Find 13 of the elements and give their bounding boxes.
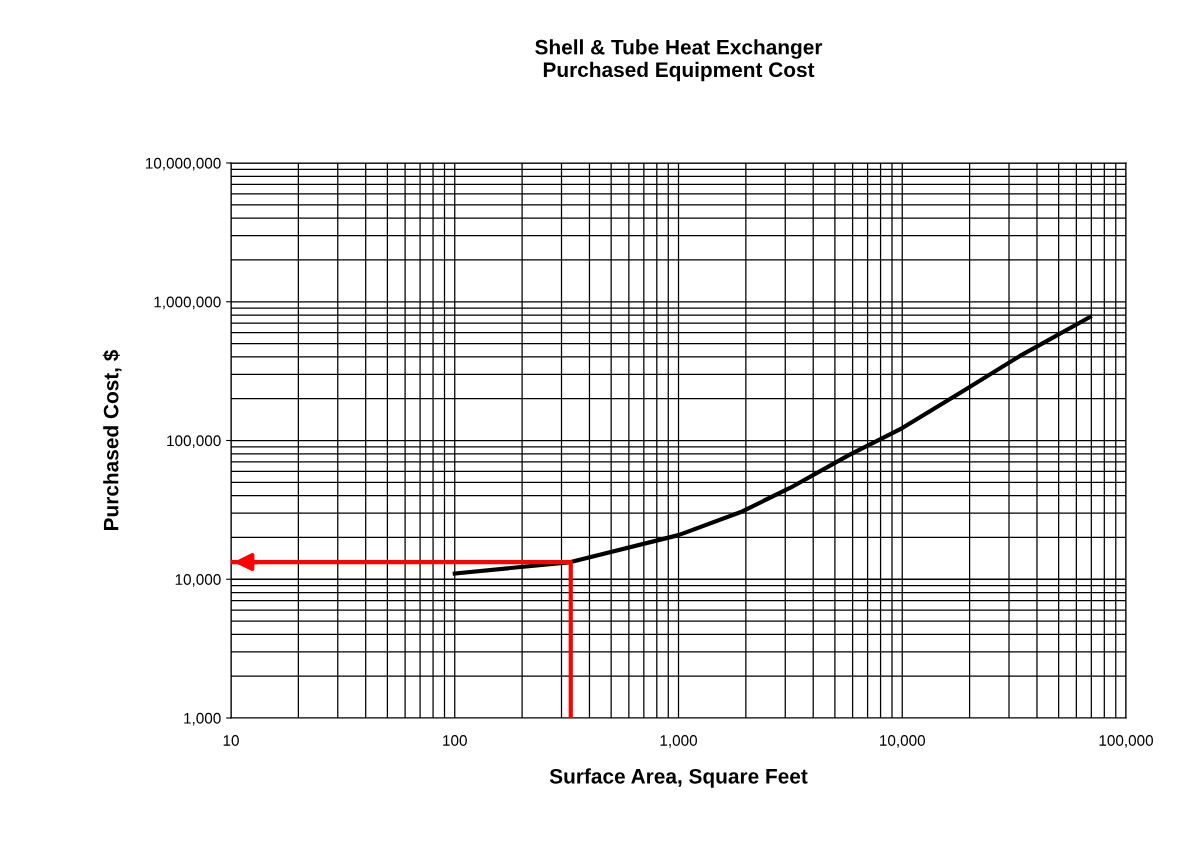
x-tick-label: 10,000 xyxy=(880,735,926,748)
x-tick-label: 100 xyxy=(443,735,467,746)
x-tick-label: 100,000 xyxy=(1099,735,1154,748)
y-tick-label: 1,000,000 xyxy=(154,296,221,310)
y-tick-label: 10,000 xyxy=(175,574,221,587)
x-axis-title: Surface Area, Square Feet xyxy=(549,768,808,788)
y-axis-title: Purchased Cost, $ xyxy=(102,349,122,530)
y-tick-label: 1,000 xyxy=(184,712,221,726)
x-tick-label: 1,000 xyxy=(660,735,698,748)
chart-title: Shell & Tube Heat Exchanger Purchased Equipment Cost xyxy=(535,39,823,82)
y-tick-label: 10,000,000 xyxy=(145,157,221,171)
x-tick-label: 10 xyxy=(223,735,239,746)
y-tick-label: 100,000 xyxy=(167,435,221,448)
